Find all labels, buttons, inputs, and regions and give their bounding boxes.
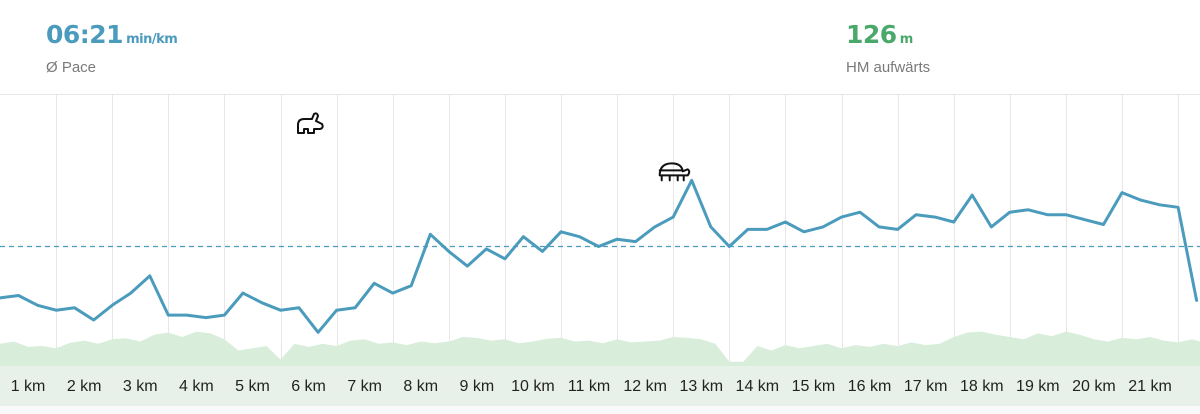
marker-icons [297,112,691,182]
x-tick-label: 7 km [347,378,382,395]
pace-unit: min/km [126,32,178,47]
x-tick-label: 11 km [568,378,610,395]
x-tick-label: 15 km [792,378,836,395]
stats-header: 06:21 min/km Ø Pace 126 m HM aufwärts [0,0,1200,94]
rabbit-body [297,112,324,134]
pace-value: 06:21 [46,20,124,49]
x-tick-label: 5 km [235,378,270,395]
x-tick-label: 4 km [179,378,214,395]
x-tick-label: 16 km [848,378,892,395]
x-tick-label: 19 km [1016,378,1060,395]
rabbit-icon [297,112,324,134]
x-tick-label: 14 km [736,378,780,395]
x-axis-labels: 1 km 2 km 3 km 4 km 5 km 6 km 7 km 8 km 9 km 10 k… [0,366,1200,414]
x-tick-label: 1 km [11,378,46,395]
x-tick-label: 12 km [623,378,667,395]
pace-line-layer [0,178,1199,334]
pace-value-row: 06:21 min/km [46,20,178,55]
x-tick-label: 17 km [904,378,948,395]
elevation-value-row: 126 m [846,20,930,55]
x-axis-band [0,366,1200,414]
pace-stat: 06:21 min/km Ø Pace [46,20,178,76]
pace-chart: 1 km 2 km 3 km 4 km 5 km 6 km 7 km 8 km 9 km 10 k… [0,94,1200,414]
x-tick-label: 3 km [123,378,158,395]
x-tick-label: 18 km [960,378,1004,395]
x-tick-label: 10 km [511,378,555,395]
x-tick-label: 9 km [460,378,495,395]
pace-line [0,178,1199,334]
x-tick-label: 2 km [67,378,102,395]
pace-label: Ø Pace [46,59,97,76]
turtle-shell [658,162,691,182]
elevation-stat: 126 m HM aufwärts [846,20,930,76]
turtle-icon [658,162,691,182]
x-tick-label: 13 km [679,378,723,395]
x-tick-label: 20 km [1072,378,1116,395]
elevation-unit: m [899,32,914,47]
x-tick-label: 6 km [291,378,326,395]
x-tick-label: 8 km [403,378,438,395]
elevation-label: HM aufwärts [846,59,931,76]
x-tick-label: 21 km [1128,378,1172,395]
elevation-value: 126 [846,20,897,49]
